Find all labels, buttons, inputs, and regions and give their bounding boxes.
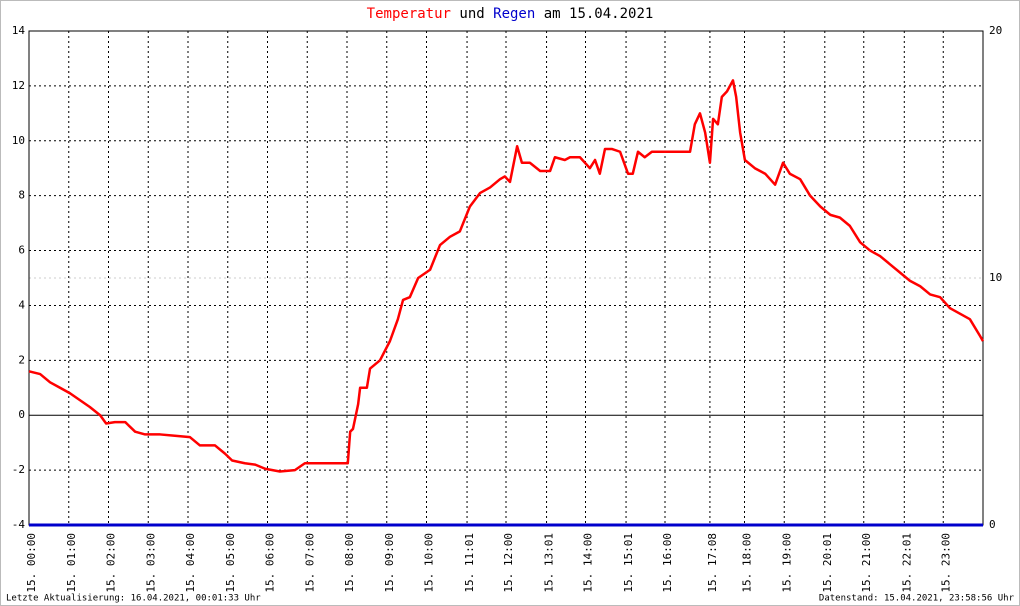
x-tick-label: 15. 17:08 xyxy=(706,533,719,593)
footer-right: Datenstand: 15.04.2021, 23:58:56 Uhr xyxy=(819,594,1015,604)
y2-tick-label: 20 xyxy=(989,24,1002,37)
footer-left: Letzte Aktualisierung: 16.04.2021, 00:01… xyxy=(6,594,261,604)
x-tick-label: 15. 22:01 xyxy=(900,533,913,593)
x-tick-label: 15. 07:00 xyxy=(303,533,316,593)
y-tick-label: 8 xyxy=(18,189,25,202)
title-part: und xyxy=(459,6,484,22)
title-part: Temperatur xyxy=(367,6,451,22)
x-tick-label: 15. 14:00 xyxy=(582,533,595,593)
x-tick-label: 15. 11:01 xyxy=(463,533,476,593)
y-tick-label: 10 xyxy=(12,134,25,147)
y2-tick-label: 10 xyxy=(989,271,1002,284)
x-tick-label: 15. 12:00 xyxy=(502,533,515,593)
y-tick-label: 4 xyxy=(18,298,25,311)
x-tick-label: 15. 00:00 xyxy=(25,533,38,593)
x-tick-label: 15. 18:00 xyxy=(741,533,754,593)
x-tick-label: 15. 21:00 xyxy=(860,533,873,593)
x-tick-label: 15. 04:00 xyxy=(184,533,197,593)
y-tick-label: -2 xyxy=(12,463,25,476)
x-tick-label: 15. 10:00 xyxy=(423,533,436,593)
title-part: am 15.04.2021 xyxy=(544,6,654,22)
y2-tick-label: 0 xyxy=(989,518,996,531)
x-tick-label: 15. 01:00 xyxy=(65,533,78,593)
x-tick-label: 15. 20:01 xyxy=(821,533,834,593)
x-tick-label: 15. 05:00 xyxy=(224,533,237,593)
y-tick-label: 14 xyxy=(12,24,26,37)
title-part: Regen xyxy=(493,6,535,22)
x-tick-label: 15. 09:00 xyxy=(383,533,396,593)
x-tick-label: 15. 19:00 xyxy=(780,533,793,593)
y-tick-label: 6 xyxy=(18,244,25,257)
chart-title: Temperatur und Regen am 15.04.2021 xyxy=(367,6,654,22)
y-tick-label: 12 xyxy=(12,79,25,92)
y-tick-label: 0 xyxy=(18,408,25,421)
x-tick-label: 15. 08:00 xyxy=(343,533,356,593)
x-tick-label: 15. 06:00 xyxy=(264,533,277,593)
x-tick-label: 15. 13:01 xyxy=(543,533,556,593)
x-tick-label: 15. 03:00 xyxy=(144,533,157,593)
y-tick-label: -4 xyxy=(12,518,26,531)
x-tick-label: 15. 02:00 xyxy=(105,533,118,593)
x-tick-label: 15. 23:00 xyxy=(939,533,952,593)
x-tick-label: 15. 16:00 xyxy=(661,533,674,593)
y-tick-label: 2 xyxy=(18,353,25,366)
x-tick-label: 15. 15:01 xyxy=(622,533,635,593)
series-line xyxy=(28,79,985,473)
